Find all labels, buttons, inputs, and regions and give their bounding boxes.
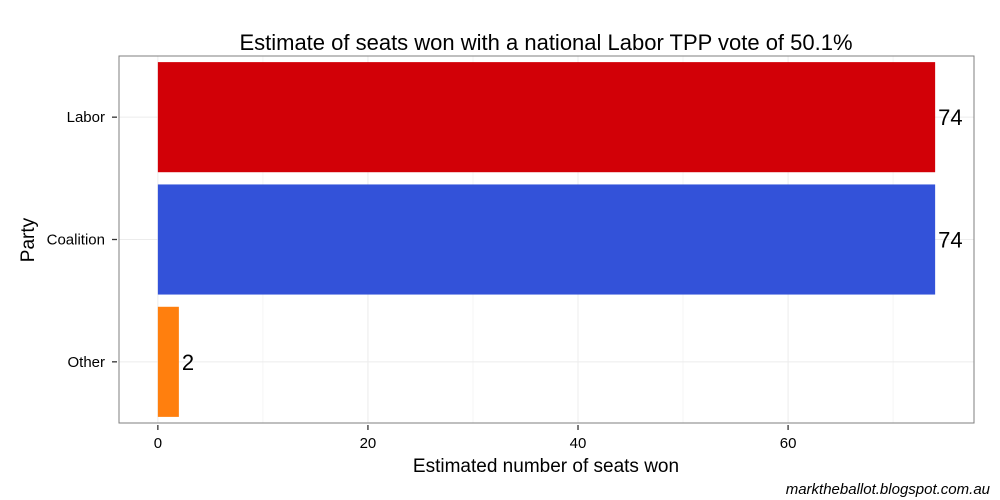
- chart-title: Estimate of seats won with a national La…: [239, 30, 852, 55]
- x-tick-label: 20: [360, 435, 377, 452]
- bars: [157, 62, 936, 417]
- x-tick-label: 0: [154, 435, 162, 452]
- y-tick-label: Labor: [67, 109, 105, 126]
- plot-panel: [118, 55, 975, 424]
- source-credit: marktheballot.blogspot.com.au: [786, 481, 991, 498]
- bar-coalition: [157, 184, 936, 295]
- bar-labor: [157, 62, 936, 173]
- y-tick-label: Other: [67, 354, 105, 371]
- data-label: 74: [938, 105, 962, 130]
- data-label: 74: [938, 228, 962, 253]
- data-labels: 74 74 2: [182, 105, 963, 375]
- data-label: 2: [182, 350, 194, 375]
- y-tick-label: Coalition: [47, 232, 105, 249]
- y-axis: Labor Coalition Other: [47, 109, 117, 371]
- x-axis-title: Estimated number of seats won: [413, 456, 679, 477]
- x-tick-label: 60: [780, 435, 797, 452]
- y-axis-title: Party: [18, 217, 39, 262]
- bar-other: [157, 306, 179, 417]
- x-tick-label: 40: [570, 435, 587, 452]
- x-axis: 0 20 40 60: [154, 425, 797, 452]
